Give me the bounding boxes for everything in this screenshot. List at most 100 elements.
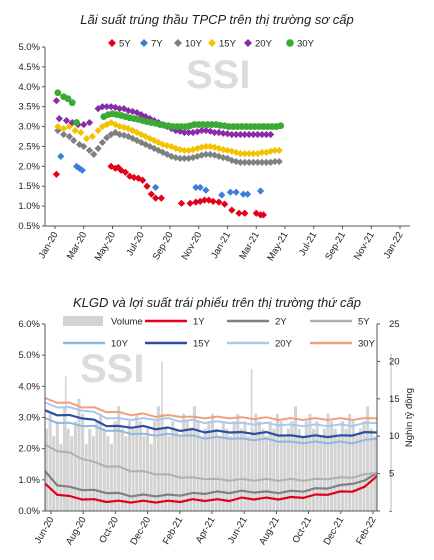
chart1-point-7Y xyxy=(192,183,200,192)
chart1-legend-label: 15Y xyxy=(219,39,237,50)
volume-bar xyxy=(178,436,182,511)
volume-bar xyxy=(106,436,110,511)
chart1-point-20Y xyxy=(180,128,188,137)
chart1-point-15Y xyxy=(271,146,279,155)
chart1-point-10Y xyxy=(254,158,262,166)
volume-bar xyxy=(221,421,225,511)
primary-market-chart: Lãi suất trúng thầu TPCP trên thị trường… xyxy=(18,12,410,263)
chart1-point-20Y xyxy=(98,103,107,111)
chart1-y-tick-label: 4.5% xyxy=(18,62,40,73)
chart1-point-15Y xyxy=(241,150,249,158)
chart1-point-15Y xyxy=(111,120,119,129)
volume-bar xyxy=(257,421,261,511)
chart2-left-tick-label: 0.0% xyxy=(18,506,40,517)
chart1-y-tick-label: 1.5% xyxy=(18,181,40,192)
volume-bar xyxy=(351,421,355,511)
chart1-point-30Y xyxy=(54,89,62,97)
chart1-x-tick-label: Nov-20 xyxy=(180,230,205,262)
chart1-point-10Y xyxy=(236,158,245,166)
volume-bar xyxy=(138,421,142,511)
chart1-point-20Y xyxy=(111,103,119,112)
volume-bar xyxy=(312,428,316,511)
chart1-point-7Y xyxy=(75,164,84,172)
volume-bar xyxy=(214,428,218,511)
chart1-point-10Y xyxy=(90,150,98,158)
line-5Y xyxy=(44,443,378,482)
chart1-point-15Y xyxy=(249,150,257,158)
chart1-point-20Y xyxy=(133,109,141,117)
chart1-x-tick-label: Jul-21 xyxy=(297,230,319,258)
chart2-x-tick-label: Aug-20 xyxy=(64,515,89,547)
volume-bar xyxy=(55,421,59,511)
chart1-point-5Y xyxy=(215,198,223,206)
volume-bar xyxy=(146,428,150,511)
chart2-x-tick-label: Jun-21 xyxy=(226,515,250,546)
chart1-point-5Y xyxy=(259,211,268,219)
chart1-x-tick-label: Mar-21 xyxy=(237,230,262,262)
volume-bar xyxy=(211,413,215,511)
chart1-point-15Y xyxy=(275,146,283,155)
chart1-point-15Y xyxy=(71,126,79,135)
chart1-point-10Y xyxy=(94,144,102,153)
volume-bar xyxy=(308,413,312,511)
chart2-right-axis-title: Nghìn tỷ đồng xyxy=(404,388,415,447)
volume-bar xyxy=(297,428,301,511)
volume-bar xyxy=(290,421,294,511)
volume-bar xyxy=(84,443,88,511)
volume-bar xyxy=(330,421,334,511)
chart1-point-10Y xyxy=(111,128,119,137)
volume-bar xyxy=(95,421,99,511)
chart1-point-10Y xyxy=(80,142,88,151)
chart1-point-7Y xyxy=(218,191,226,199)
chart1-point-5Y xyxy=(228,206,236,214)
volume-bar xyxy=(200,436,204,511)
chart1-point-20Y xyxy=(267,130,275,139)
volume-bar xyxy=(63,406,67,511)
chart1-point-5Y xyxy=(139,176,147,184)
chart1-legend-label: 10Y xyxy=(185,39,203,50)
chart1-point-10Y xyxy=(103,134,111,142)
chart1-legend-marker xyxy=(208,39,216,47)
volume-spike xyxy=(390,353,392,511)
chart2-left-tick-label: 4.0% xyxy=(18,381,40,392)
volume-spike xyxy=(64,376,67,511)
chart1-x-tick-label: Jul-20 xyxy=(124,230,146,258)
line-20Y xyxy=(44,401,378,428)
volume-bar xyxy=(192,406,196,511)
chart1-point-15Y xyxy=(54,122,62,131)
chart2-x-tick-label: Dec-20 xyxy=(128,515,153,547)
volume-bar xyxy=(294,406,298,511)
volume-bar xyxy=(135,413,139,511)
chart1-point-20Y xyxy=(185,128,193,137)
volume-bar xyxy=(203,428,207,511)
volume-bar xyxy=(348,413,352,511)
chart1-point-20Y xyxy=(198,126,206,135)
chart1-point-20Y xyxy=(210,128,219,137)
volume-bar xyxy=(355,436,359,511)
volume-bar xyxy=(236,413,240,511)
chart1-point-10Y xyxy=(60,130,68,139)
volume-bar xyxy=(279,421,283,511)
chart1-point-20Y xyxy=(103,103,111,111)
chart2-legend-label: 2Y xyxy=(275,317,287,328)
volume-bar xyxy=(52,436,56,511)
volume-bar xyxy=(91,436,95,511)
chart1-point-10Y xyxy=(85,146,94,155)
chart1-y-tick-label: 2.0% xyxy=(18,161,40,172)
chart1-point-7Y xyxy=(226,188,234,196)
volume-bar xyxy=(239,428,243,511)
chart1-y-tick-label: 1.0% xyxy=(18,201,40,212)
chart1-y-tick-label: 5.0% xyxy=(18,42,40,53)
volume-bar xyxy=(225,428,229,511)
line-30Y xyxy=(44,396,378,421)
chart2-left-tick-label: 3.0% xyxy=(18,413,40,424)
chart1-legend-label: 5Y xyxy=(119,39,131,50)
chart1-point-5Y xyxy=(200,196,209,204)
line-2Y xyxy=(44,470,378,498)
chart2-legend-label: 20Y xyxy=(275,339,293,350)
chart1-point-30Y xyxy=(68,99,76,107)
volume-bar xyxy=(59,443,63,511)
chart2-legend-label: 10Y xyxy=(111,339,129,350)
chart1-x-tick-label: Mar-20 xyxy=(65,230,90,262)
